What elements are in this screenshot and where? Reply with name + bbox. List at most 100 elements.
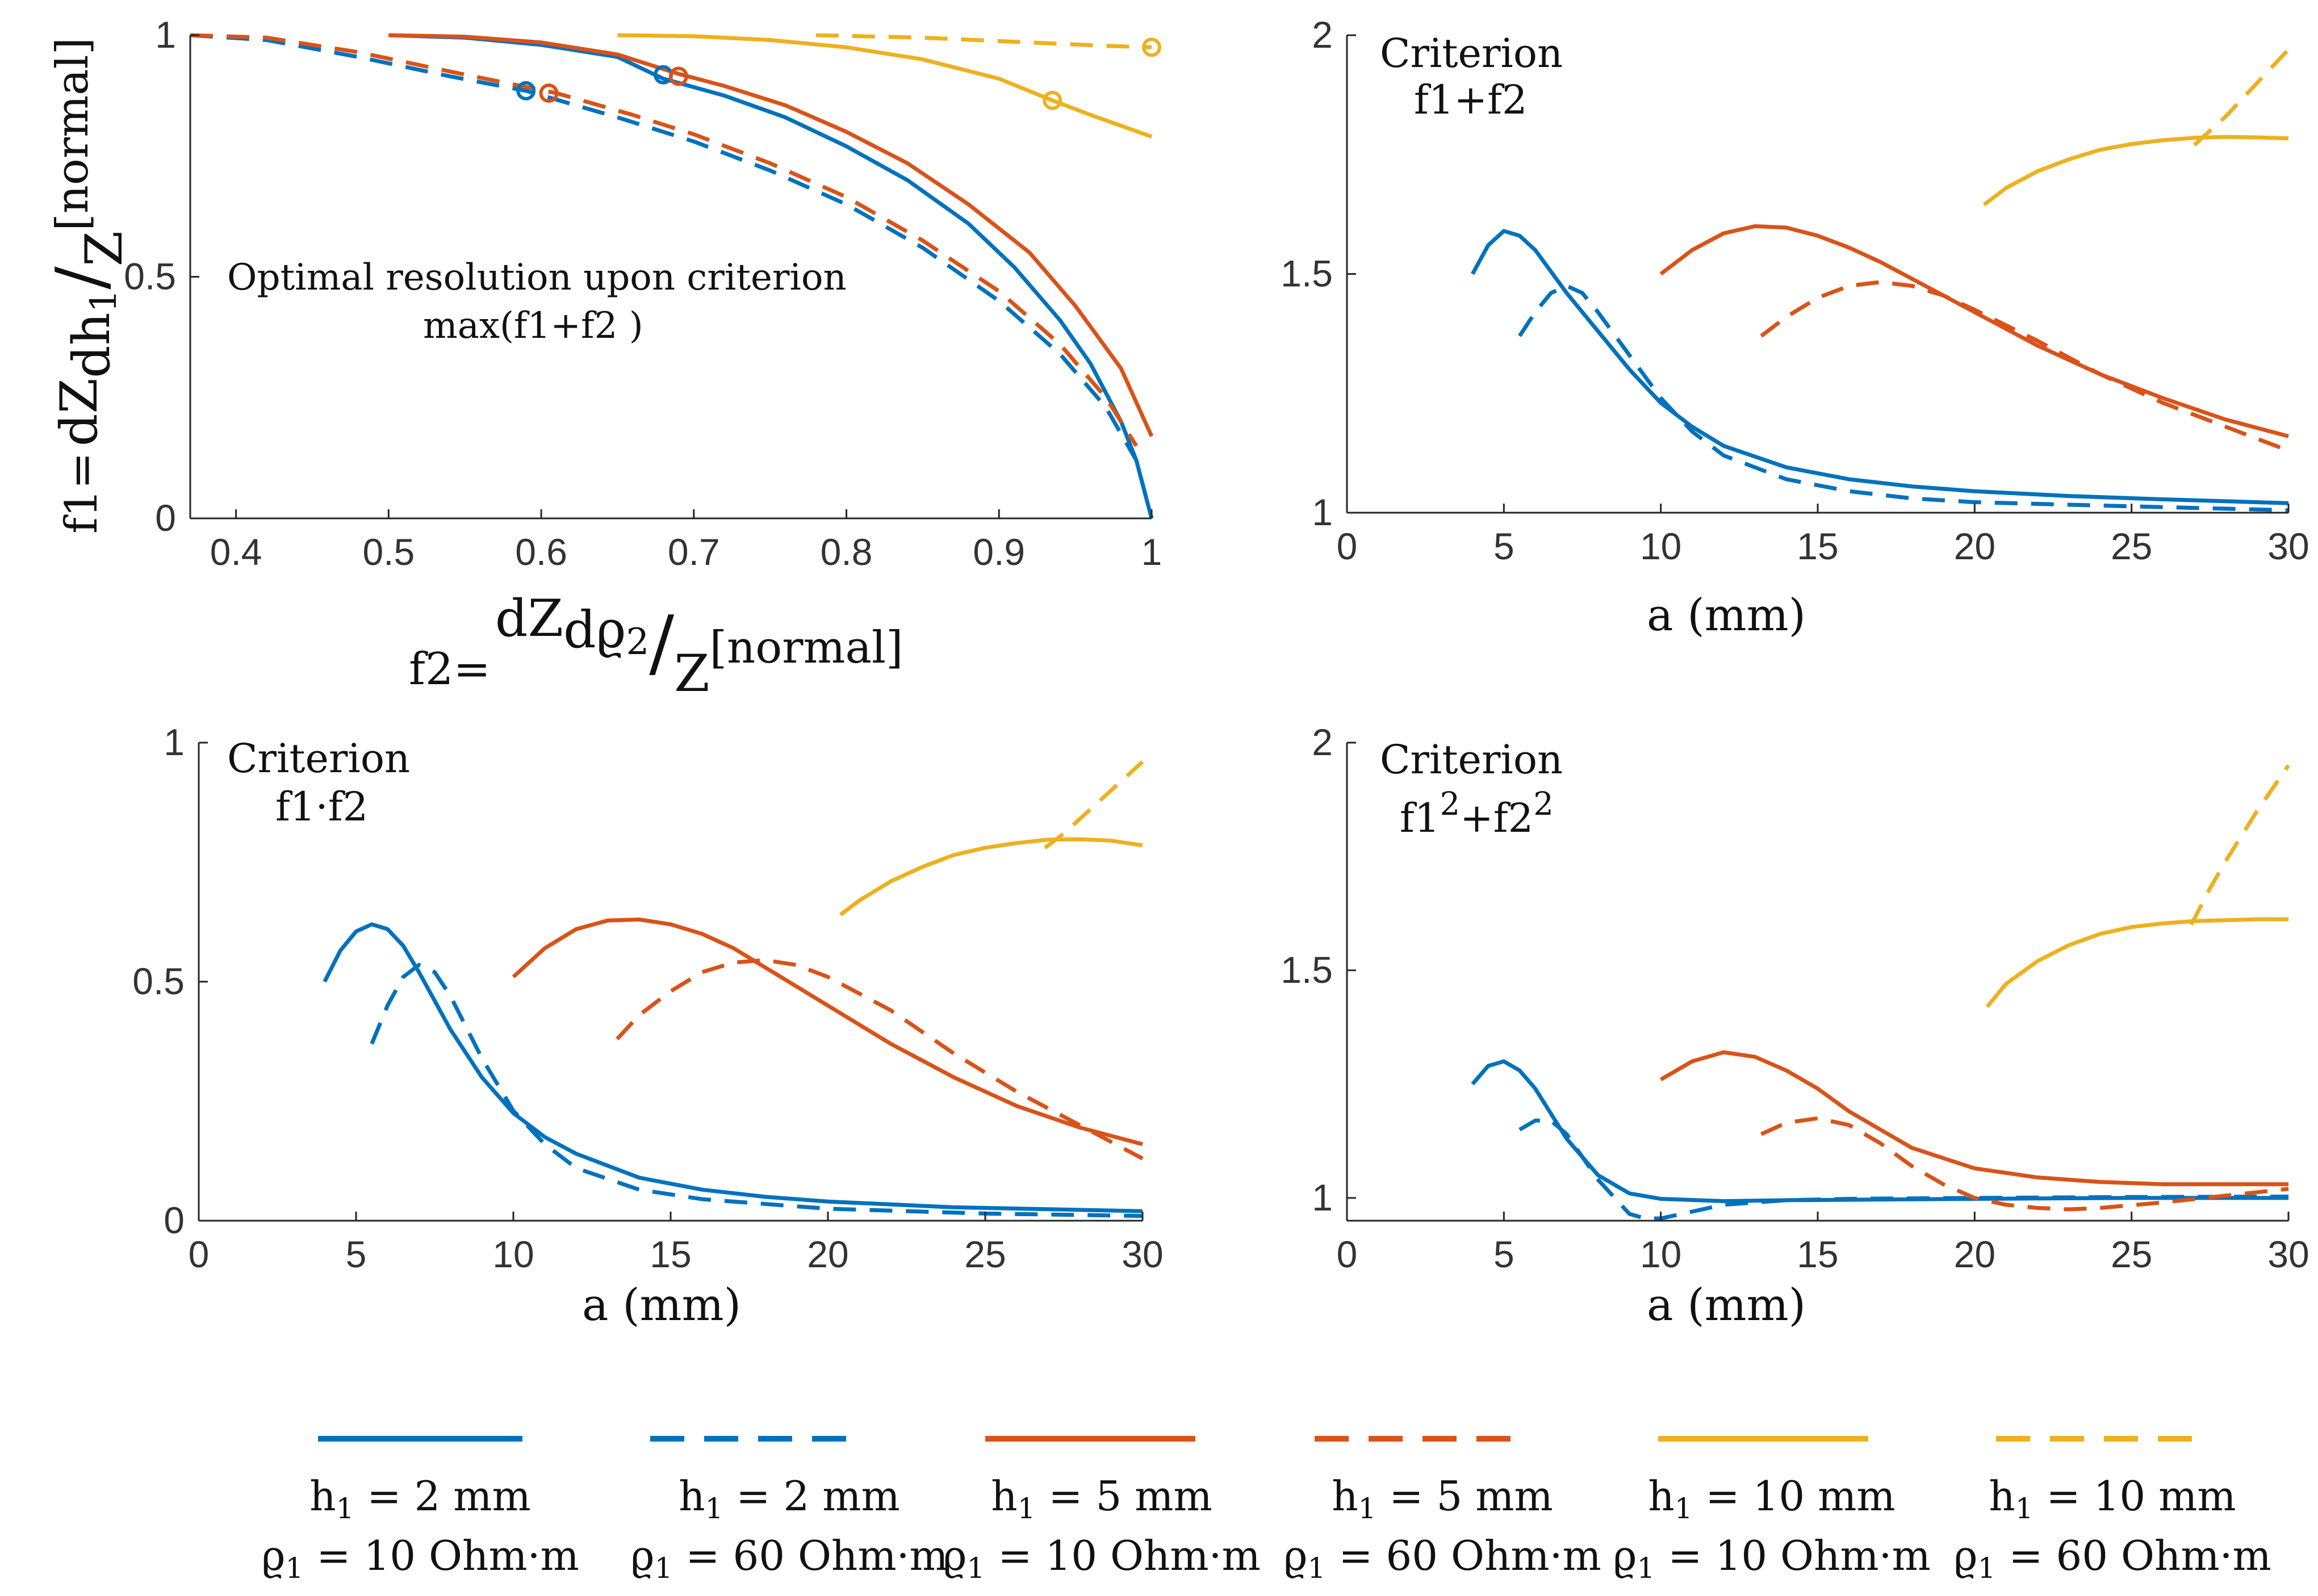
series-line-sum-1	[1518, 284, 2289, 513]
xlabel-tradeoff: f2=dZdϱ2/Z[normal]	[409, 589, 903, 703]
y-tick-label: 0.5	[132, 960, 185, 1002]
series-line-tradeoff-0	[388, 33, 1154, 518]
annotation-line2: max(f1+f2 )	[423, 305, 643, 347]
optimal-point-marker	[539, 83, 559, 103]
series-line-tradeoff-5	[815, 33, 1152, 49]
x-tick-label: 0.5	[362, 531, 415, 573]
x-tick-label: 5	[1493, 1233, 1514, 1275]
x-tick-label: 0.9	[973, 531, 1025, 573]
y-tick-label: 1	[155, 14, 176, 56]
optimal-point-marker	[1043, 90, 1062, 110]
legend-label-line1: h1 = 5 mm	[1332, 1472, 1553, 1525]
panel-tradeoff: 0.4 0.5 0.6 0.7 0.8 0.9 1 0 0.5 1 f1=dZdh1/Z[norm…	[42, 14, 1162, 703]
optimal-point-marker	[668, 66, 688, 86]
series-line-tradeoff-4	[617, 33, 1153, 139]
plot-area-squares: 0 5 10 15 20 25 30 1 1.5 2	[1281, 721, 2309, 1275]
y-tick-label: 0.5	[124, 255, 176, 298]
plot-area-sum: 0 5 10 15 20 25 30 1 1.5 2	[1281, 14, 2309, 567]
x-tick-label: 0.8	[821, 531, 873, 573]
legend-item-h2-r10: h1 = 2 mm ϱ1 = 10 Ohm·m	[261, 1436, 579, 1585]
x-tick-label: 10	[1640, 1233, 1681, 1275]
legend-label-line1: h1 = 2 mm	[309, 1472, 531, 1525]
y-tick-label: 2	[1312, 14, 1333, 56]
optimal-point-marker	[516, 81, 536, 100]
series-line-sum-5	[2193, 48, 2290, 146]
legend-label-line1: h1 = 10 mm	[1989, 1472, 2236, 1525]
criterion-formula-squares: f12+f22	[1400, 786, 1554, 841]
series-line-product-2	[512, 918, 1143, 1146]
legend-item-h5-r60: h1 = 5 mm ϱ1 = 60 Ohm·m	[1283, 1436, 1601, 1585]
legend-item-h2-r60: h1 = 2 mm ϱ1 = 60 Ohm·m	[630, 1436, 948, 1585]
legend-item-h10-r10: h1 = 10 mm ϱ1 = 10 Ohm·m	[1613, 1436, 1931, 1585]
y-tick-label: 0	[155, 497, 176, 539]
y-tick-label: 0	[164, 1199, 185, 1241]
legend-label-line2: ϱ1 = 60 Ohm·m	[1953, 1532, 2271, 1585]
x-tick-label: 10	[1640, 525, 1681, 567]
x-tick-label: 0.7	[668, 531, 720, 573]
criterion-title-sum: Criterion	[1380, 30, 1563, 77]
legend-label-line2: ϱ1 = 10 Ohm·m	[943, 1532, 1261, 1585]
x-tick-label: 15	[1797, 525, 1838, 567]
legend-label-line1: h1 = 10 mm	[1648, 1472, 1895, 1525]
panel-product: 0 5 10 15 20 25 30 0 0.5 1 Criterion f1·f2 a (mm)	[132, 721, 1163, 1331]
series-line-sum-2	[1659, 224, 2289, 438]
x-tick-label: 20	[1954, 1233, 1995, 1275]
series-line-tradeoff-3	[190, 33, 1139, 447]
series-line-sum-4	[1982, 135, 2289, 207]
x-tick-label: 0	[1337, 525, 1358, 567]
y-tick-label: 1	[1312, 1176, 1333, 1218]
x-tick-label: 0	[1337, 1233, 1358, 1275]
y-tick-label: 1.5	[1281, 253, 1333, 295]
y-tick-label: 1	[1312, 491, 1333, 533]
plot-area-tradeoff: 0.4 0.5 0.6 0.7 0.8 0.9 1 0 0.5 1	[124, 14, 1162, 573]
series-line-squares-3	[1760, 1116, 2289, 1212]
series-line-sum-0	[1471, 229, 2289, 505]
series-line-sum-3	[1760, 280, 2290, 453]
legend-label-line1: h1 = 5 mm	[991, 1472, 1212, 1525]
x-tick-label: 0	[189, 1233, 210, 1275]
criterion-title-squares: Criterion	[1380, 736, 1563, 783]
x-tick-label: 25	[2111, 525, 2152, 567]
y-tick-label: 2	[1312, 721, 1333, 763]
legend-label-line2: ϱ1 = 10 Ohm·m	[1613, 1532, 1931, 1585]
series-line-squares-0	[1471, 1059, 2288, 1203]
criterion-formula-sum: f1+f2	[1414, 77, 1528, 123]
series-line-product-0	[323, 922, 1143, 1213]
x-tick-label: 20	[1954, 525, 1995, 567]
x-tick-label: 1	[1141, 531, 1162, 573]
plot-area-product: 0 5 10 15 20 25 30 0 0.5 1	[132, 721, 1163, 1275]
panel-squares: 0 5 10 15 20 25 30 1 1.5 2 Criterion f12+f22 a (m…	[1281, 721, 2309, 1331]
legend-item-h5-r10: h1 = 5 mm ϱ1 = 10 Ohm·m	[943, 1436, 1261, 1585]
annotation-line1: Optimal resolution upon criterion	[227, 257, 847, 299]
x-tick-label: 30	[2267, 525, 2309, 567]
legend-label-line2: ϱ1 = 60 Ohm·m	[630, 1532, 948, 1585]
optimal-point-marker	[1142, 37, 1161, 57]
legend-label-line2: ϱ1 = 60 Ohm·m	[1283, 1532, 1601, 1585]
series-line-squares-4	[1985, 917, 2288, 1008]
x-tick-label: 10	[492, 1233, 534, 1275]
x-tick-label: 0.4	[210, 531, 262, 573]
x-tick-label: 20	[807, 1233, 848, 1275]
series-line-squares-5	[2189, 764, 2290, 926]
series-line-product-5	[1044, 760, 1144, 849]
x-tick-label: 30	[1122, 1233, 1163, 1275]
y-tick-label: 1.5	[1281, 949, 1333, 991]
legend-label-line1: h1 = 2 mm	[679, 1472, 900, 1525]
series-line-squares-2	[1659, 1050, 2288, 1187]
panel-sum: 0 5 10 15 20 25 30 1 1.5 2 Criterion f1+f2 a (mm)	[1281, 14, 2309, 641]
x-tick-label: 15	[650, 1233, 691, 1275]
x-tick-label: 15	[1797, 1233, 1838, 1275]
criterion-formula-product: f1·f2	[275, 784, 368, 830]
legend-label-line2: ϱ1 = 10 Ohm·m	[261, 1532, 579, 1585]
x-tick-label: 5	[346, 1233, 367, 1275]
legend: h1 = 2 mm ϱ1 = 10 Ohm·m h1 = 2 mm ϱ1 = 6…	[261, 1436, 2271, 1585]
legend-item-h10-r60: h1 = 10 mm ϱ1 = 60 Ohm·m	[1953, 1436, 2271, 1585]
xlabel-product: a (mm)	[582, 1280, 741, 1331]
x-tick-label: 30	[2267, 1233, 2309, 1275]
xlabel-sum: a (mm)	[1647, 590, 1806, 641]
series-line-product-1	[370, 963, 1143, 1218]
x-tick-label: 25	[964, 1233, 1006, 1275]
x-tick-label: 25	[2111, 1233, 2152, 1275]
ylabel-tradeoff: f1=dZdh1/Z[normal]	[42, 37, 134, 534]
